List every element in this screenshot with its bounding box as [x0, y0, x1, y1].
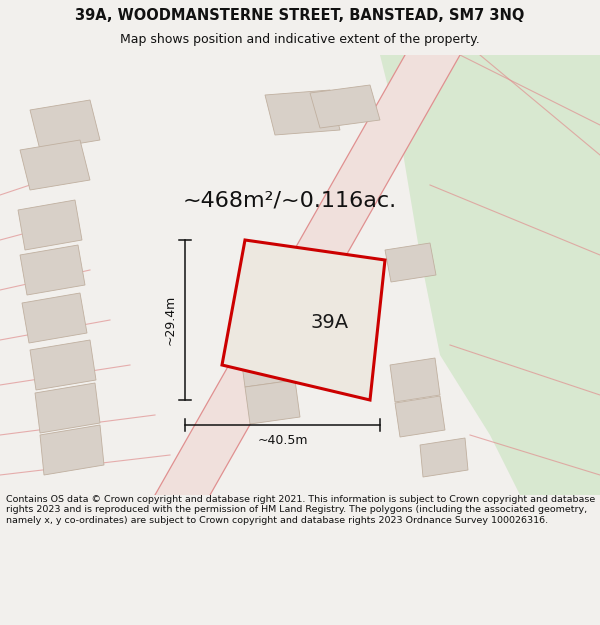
Polygon shape — [385, 243, 436, 282]
Text: 39A, WOODMANSTERNE STREET, BANSTEAD, SM7 3NQ: 39A, WOODMANSTERNE STREET, BANSTEAD, SM7… — [76, 8, 524, 23]
Text: ~40.5m: ~40.5m — [257, 434, 308, 447]
Polygon shape — [390, 358, 440, 402]
Polygon shape — [155, 55, 460, 495]
Polygon shape — [370, 55, 600, 495]
Polygon shape — [18, 200, 82, 250]
Polygon shape — [420, 438, 468, 477]
Polygon shape — [35, 383, 100, 433]
Polygon shape — [30, 100, 100, 150]
Text: ~468m²/~0.116ac.: ~468m²/~0.116ac. — [183, 190, 397, 210]
Polygon shape — [395, 396, 445, 437]
Text: 39A: 39A — [311, 314, 349, 332]
Polygon shape — [265, 90, 340, 135]
Polygon shape — [40, 425, 104, 475]
Text: Contains OS data © Crown copyright and database right 2021. This information is : Contains OS data © Crown copyright and d… — [6, 495, 595, 525]
Polygon shape — [222, 240, 385, 400]
Text: ~29.4m: ~29.4m — [163, 295, 176, 345]
Polygon shape — [310, 85, 380, 128]
Polygon shape — [20, 245, 85, 295]
Polygon shape — [30, 340, 96, 390]
Text: Map shows position and indicative extent of the property.: Map shows position and indicative extent… — [120, 33, 480, 46]
Polygon shape — [20, 140, 90, 190]
Polygon shape — [235, 303, 290, 347]
Polygon shape — [22, 293, 87, 343]
Polygon shape — [245, 380, 300, 424]
Polygon shape — [240, 343, 295, 387]
